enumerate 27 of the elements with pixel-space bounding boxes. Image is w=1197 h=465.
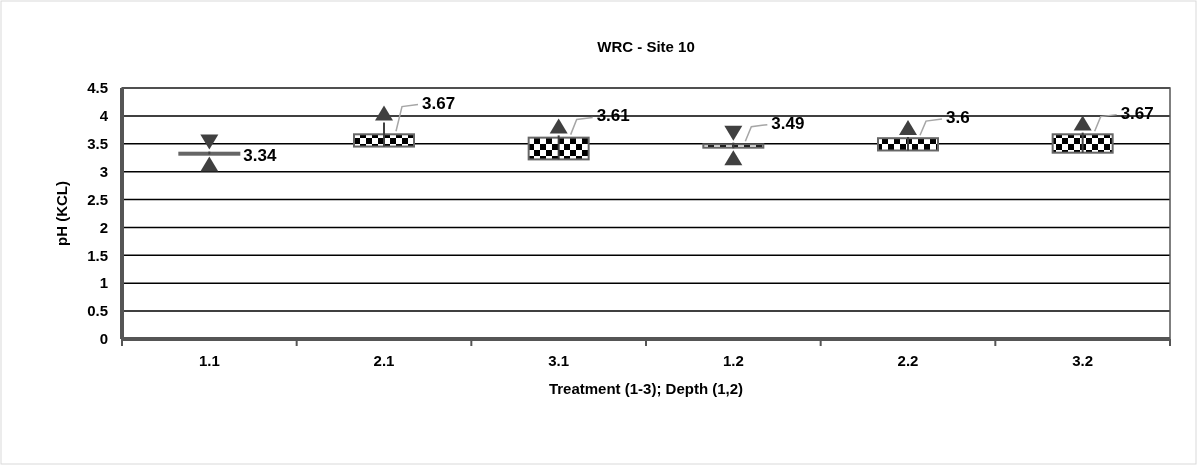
y-tick-label: 1: [99, 274, 108, 292]
y-tick-label: 4: [99, 107, 109, 125]
text: 3.49: [771, 113, 805, 133]
y-tick-label: 1.5: [87, 246, 108, 264]
x-tick-label: 3.2: [1072, 352, 1094, 369]
candlestick: [1051, 131, 1114, 154]
y-tick-label: 4.5: [87, 79, 108, 97]
x-axis-title: Treatment (1-3); Depth (1,2): [548, 380, 744, 397]
x-tick-label: 1.2: [722, 352, 744, 369]
text: 3.67: [422, 93, 456, 113]
candlestick: [702, 141, 765, 150]
x-tick-label: 2.2: [897, 352, 919, 369]
y-tick-label: 0: [99, 330, 108, 348]
candlestick: [353, 121, 415, 148]
y-tick-label: 2.5: [87, 190, 108, 208]
x-tick-label: 1.1: [198, 352, 220, 369]
x-tick-label: 2.1: [373, 352, 395, 369]
y-axis-title: pH (KCL): [53, 181, 70, 246]
y-tick-label: 3: [99, 162, 108, 180]
chart-title: WRC - Site 10: [597, 38, 695, 55]
text: 3.34: [243, 145, 277, 165]
x-tick-label: 3.1: [548, 352, 570, 369]
y-tick-label: 0.5: [87, 302, 108, 320]
y-tick-label: 3.5: [87, 135, 108, 153]
candlestick: [877, 136, 939, 152]
y-tick-label: 2: [99, 218, 108, 236]
candlestick: [527, 134, 590, 161]
